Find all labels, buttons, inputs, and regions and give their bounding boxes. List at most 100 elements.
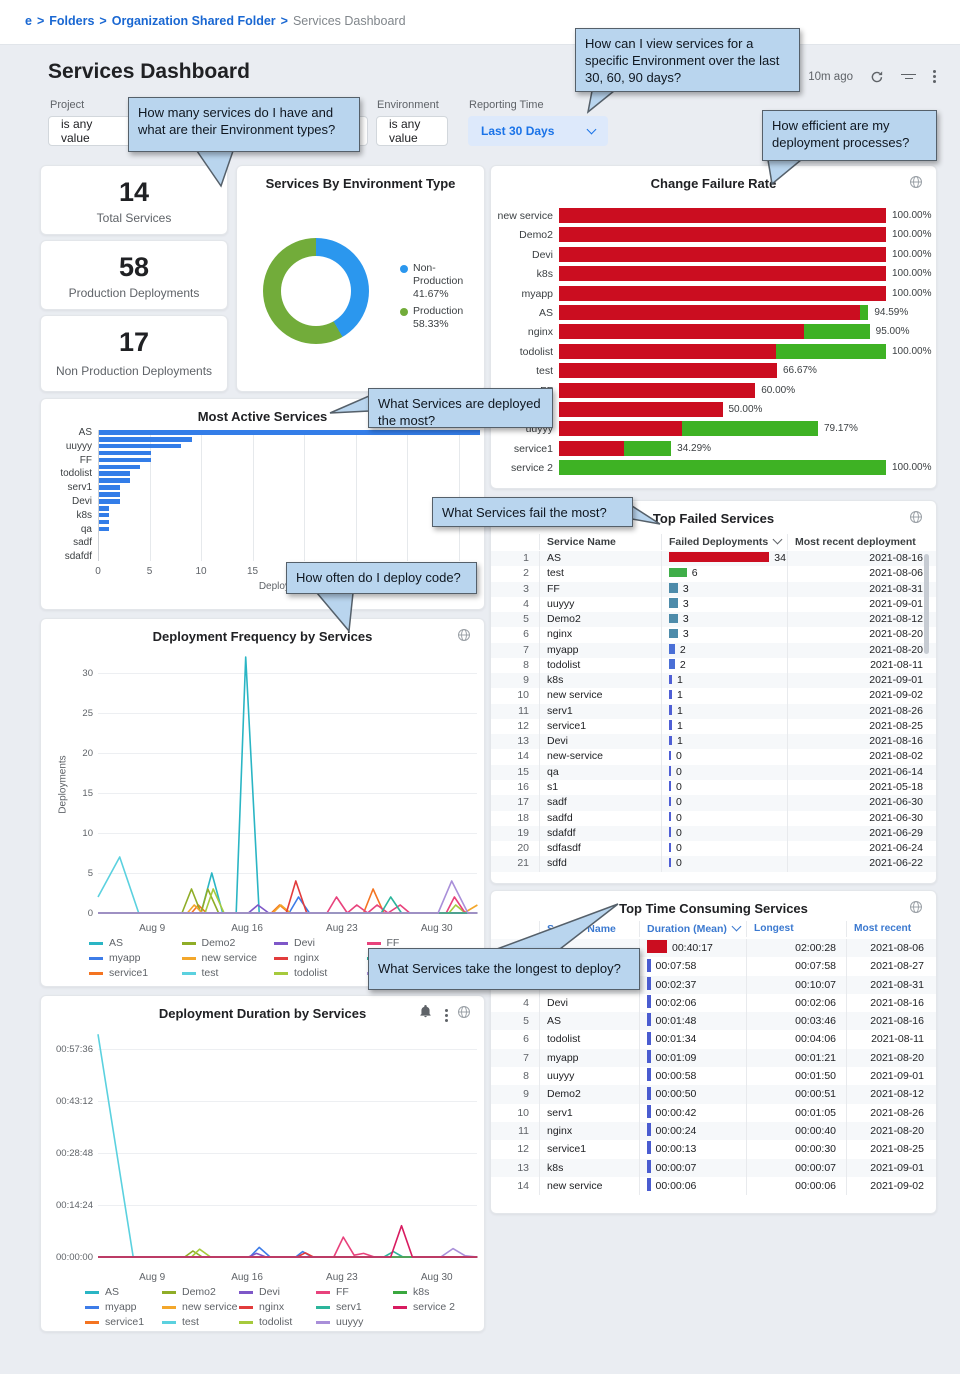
col-longest-deploy[interactable]: Longest deploy... bbox=[746, 921, 846, 950]
table-row: 15 qa 0 2021-06-14 bbox=[491, 764, 936, 780]
legend-dot bbox=[400, 265, 408, 273]
legend-item: uuyyy bbox=[316, 1316, 393, 1329]
table-row: 13 Devi 1 2021-08-16 bbox=[491, 734, 936, 750]
line-series bbox=[98, 880, 478, 914]
legend-swatch bbox=[181, 957, 196, 960]
callout-deployed-most: What Services are deployed the most? bbox=[368, 388, 553, 428]
table-row: 13 k8s 00:00:07 00:00:07 2021-09-01 bbox=[491, 1158, 936, 1177]
tile-more-icon[interactable] bbox=[445, 1007, 448, 1024]
bar bbox=[99, 519, 110, 525]
breadcrumb: e > Folders > Organization Shared Folder > Ser… bbox=[25, 14, 406, 28]
table-row: 21 sdfd 0 2021-06-22 bbox=[491, 856, 936, 872]
bar-label: service1 bbox=[513, 442, 553, 455]
legend-swatch bbox=[316, 1291, 330, 1294]
table-row: 12 service1 00:00:13 00:00:30 2021-08-25 bbox=[491, 1140, 936, 1159]
legend-swatch bbox=[85, 1291, 99, 1294]
failed-bar bbox=[559, 440, 625, 456]
refresh-icon[interactable] bbox=[870, 70, 884, 84]
line-series bbox=[98, 1248, 478, 1258]
sort-chevron-icon[interactable] bbox=[731, 921, 742, 932]
col-most-recent[interactable]: Most recent depl... bbox=[846, 921, 936, 937]
legend-swatch bbox=[393, 1291, 407, 1294]
dashboard-actions: 10m ago bbox=[808, 68, 936, 85]
last-refresh-label: 10m ago bbox=[808, 70, 853, 83]
value-bar bbox=[669, 567, 687, 578]
breadcrumb-item-folders[interactable]: Folders bbox=[49, 14, 95, 28]
table-row: 11 serv1 1 2021-08-26 bbox=[491, 703, 936, 719]
legend-item: Demo2 bbox=[181, 937, 275, 950]
legend-swatch bbox=[85, 1321, 99, 1324]
alert-bell-icon[interactable] bbox=[419, 1005, 432, 1023]
legend-item: serv1 bbox=[316, 1301, 393, 1314]
col-failed-deployments[interactable]: Failed Deployments bbox=[661, 534, 787, 550]
deployment-frequency-card: Deployment Frequency by Services 0 5 10 15 2… bbox=[40, 618, 485, 987]
environment-filter[interactable]: is any value bbox=[376, 116, 448, 146]
legend-item: service 2 bbox=[393, 1301, 470, 1314]
col-service-name[interactable]: Service Name bbox=[539, 534, 661, 550]
scrollbar-thumb[interactable] bbox=[924, 554, 929, 654]
kpi-value: 14 bbox=[118, 177, 150, 207]
chevron-down-icon bbox=[586, 124, 597, 134]
value-bar bbox=[669, 705, 672, 715]
breadcrumb-item[interactable]: e bbox=[25, 14, 32, 28]
x-tick: 5 bbox=[146, 566, 153, 577]
top-bar: e > Folders > Organization Shared Folder > Ser… bbox=[0, 0, 960, 45]
table-row: 11 nginx 00:00:24 00:00:40 2021-08-20 bbox=[491, 1121, 936, 1141]
x-tick: 10 bbox=[195, 566, 207, 577]
table-row: 7 myapp 00:01:09 00:01:21 2021-08-20 bbox=[491, 1048, 936, 1068]
more-options-icon[interactable] bbox=[933, 68, 936, 85]
value-bar bbox=[669, 811, 671, 822]
bar bbox=[99, 450, 151, 456]
table-header: Service Name Failed Deployments Most rec… bbox=[491, 534, 936, 550]
table-row: 16 s1 0 2021-05-18 bbox=[491, 779, 936, 796]
legend-item: new service bbox=[181, 952, 275, 965]
col-most-recent[interactable]: Most recent deployment bbox=[787, 534, 936, 550]
x-tick: Aug 23 bbox=[326, 1272, 358, 1283]
table-row: 8 uuyyy 00:00:58 00:01:50 2021-09-01 bbox=[491, 1067, 936, 1086]
value-bar bbox=[647, 1104, 651, 1118]
line-series bbox=[98, 1236, 478, 1258]
filter-icon[interactable] bbox=[901, 74, 916, 79]
failed-bar bbox=[559, 382, 756, 398]
col-service-name[interactable]: Service Name bbox=[539, 921, 639, 937]
bar bbox=[99, 471, 130, 477]
success-bar bbox=[776, 343, 886, 359]
card-title: Services By Environment Type bbox=[265, 176, 456, 191]
legend-swatch bbox=[239, 1321, 253, 1324]
success-bar bbox=[559, 460, 886, 476]
col-duration-mean[interactable]: Duration (Mean) bbox=[639, 921, 746, 937]
value-bar bbox=[647, 1031, 651, 1045]
project-filter[interactable]: is any value bbox=[48, 116, 136, 146]
x-tick: Aug 9 bbox=[139, 923, 166, 934]
legend-dot bbox=[400, 308, 408, 316]
sort-chevron-icon[interactable] bbox=[772, 534, 783, 545]
breadcrumb-item-org-shared-folder[interactable]: Organization Shared Folder bbox=[111, 14, 276, 28]
legend-item: myapp bbox=[85, 1301, 162, 1314]
legend-item: test bbox=[162, 1316, 239, 1329]
card-title: Most Active Services bbox=[197, 409, 328, 424]
line-series bbox=[97, 1034, 478, 1258]
value-bar bbox=[647, 1013, 651, 1027]
failed-bar bbox=[559, 305, 860, 320]
legend-swatch bbox=[89, 972, 103, 975]
legend-item: todolist bbox=[239, 1316, 316, 1329]
services-by-environment-card: Services By Environment Type Non- Product… bbox=[236, 165, 485, 392]
bar-label: Devi bbox=[531, 248, 553, 261]
callout-fail-most: What Services fail the most? bbox=[432, 497, 633, 527]
table-row: 3 FF 3 2021-08-31 bbox=[491, 581, 936, 597]
kpi-value: 17 bbox=[118, 327, 150, 357]
bar-label: sdafdf bbox=[64, 551, 92, 563]
value-bar bbox=[669, 857, 671, 868]
donut-hole bbox=[281, 256, 351, 326]
card-title: Top Time Consuming Services bbox=[619, 901, 808, 916]
bar bbox=[99, 457, 151, 463]
failed-bar bbox=[559, 402, 723, 417]
legend-swatch bbox=[239, 1291, 253, 1294]
reporting-time-select[interactable]: Last 30 Days bbox=[468, 116, 608, 146]
legend-swatch bbox=[162, 1321, 176, 1324]
y-tick: 15 bbox=[82, 788, 93, 799]
legend-swatch bbox=[366, 942, 381, 945]
table-row: 9 Demo2 00:00:50 00:00:51 2021-08-12 bbox=[491, 1085, 936, 1104]
legend-item: Demo2 bbox=[162, 1286, 239, 1299]
duration-line-chart bbox=[97, 1034, 478, 1258]
